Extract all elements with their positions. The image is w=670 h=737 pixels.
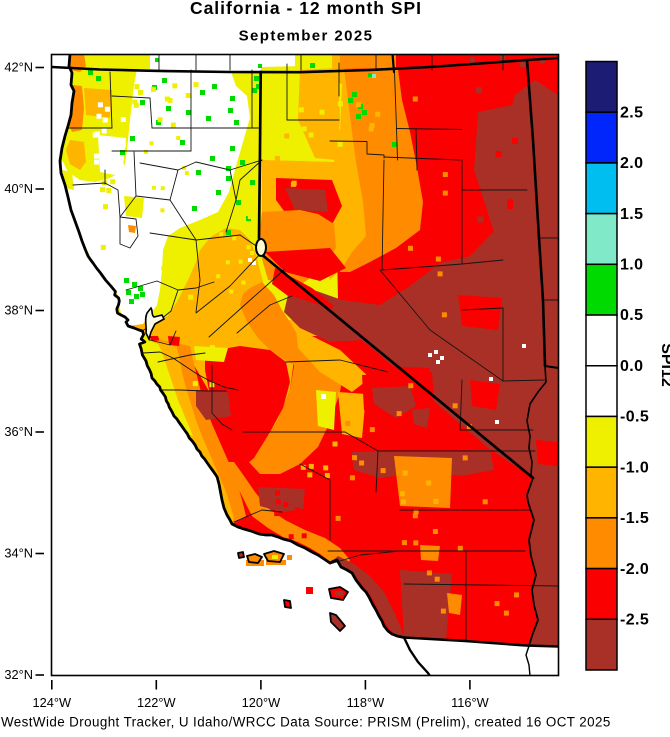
svg-text:38°N: 38°N — [4, 303, 33, 318]
svg-text:2.5: 2.5 — [620, 104, 643, 121]
svg-text:1.5: 1.5 — [620, 206, 643, 223]
svg-text:-1.0: -1.0 — [620, 459, 649, 476]
svg-text:40°N: 40°N — [4, 181, 33, 196]
svg-text:-2.5: -2.5 — [620, 611, 649, 628]
svg-text:32°N: 32°N — [4, 667, 33, 682]
svg-text:36°N: 36°N — [4, 424, 33, 439]
svg-text:-2.0: -2.0 — [620, 561, 649, 578]
svg-text:California - 12 month SPI: California - 12 month SPI — [190, 0, 422, 18]
svg-text:2.0: 2.0 — [620, 155, 643, 172]
svg-text:120°W: 120°W — [242, 695, 281, 710]
svg-text:34°N: 34°N — [4, 546, 33, 561]
svg-text:0.5: 0.5 — [620, 307, 643, 324]
svg-text:SPI12: SPI12 — [658, 343, 670, 387]
svg-text:1.0: 1.0 — [620, 257, 643, 274]
svg-text:-1.5: -1.5 — [620, 510, 649, 527]
svg-text:118°W: 118°W — [347, 695, 386, 710]
svg-text:-0.5: -0.5 — [620, 409, 649, 426]
svg-text:September 2025: September 2025 — [239, 28, 374, 45]
svg-text:122°W: 122°W — [137, 695, 176, 710]
svg-text:0.0: 0.0 — [620, 358, 643, 375]
svg-text:WestWide Drought Tracker, U Id: WestWide Drought Tracker, U Idaho/WRCC D… — [1, 715, 611, 730]
svg-text:116°W: 116°W — [451, 695, 490, 710]
svg-text:124°W: 124°W — [33, 695, 72, 710]
svg-text:42°N: 42°N — [4, 60, 33, 75]
